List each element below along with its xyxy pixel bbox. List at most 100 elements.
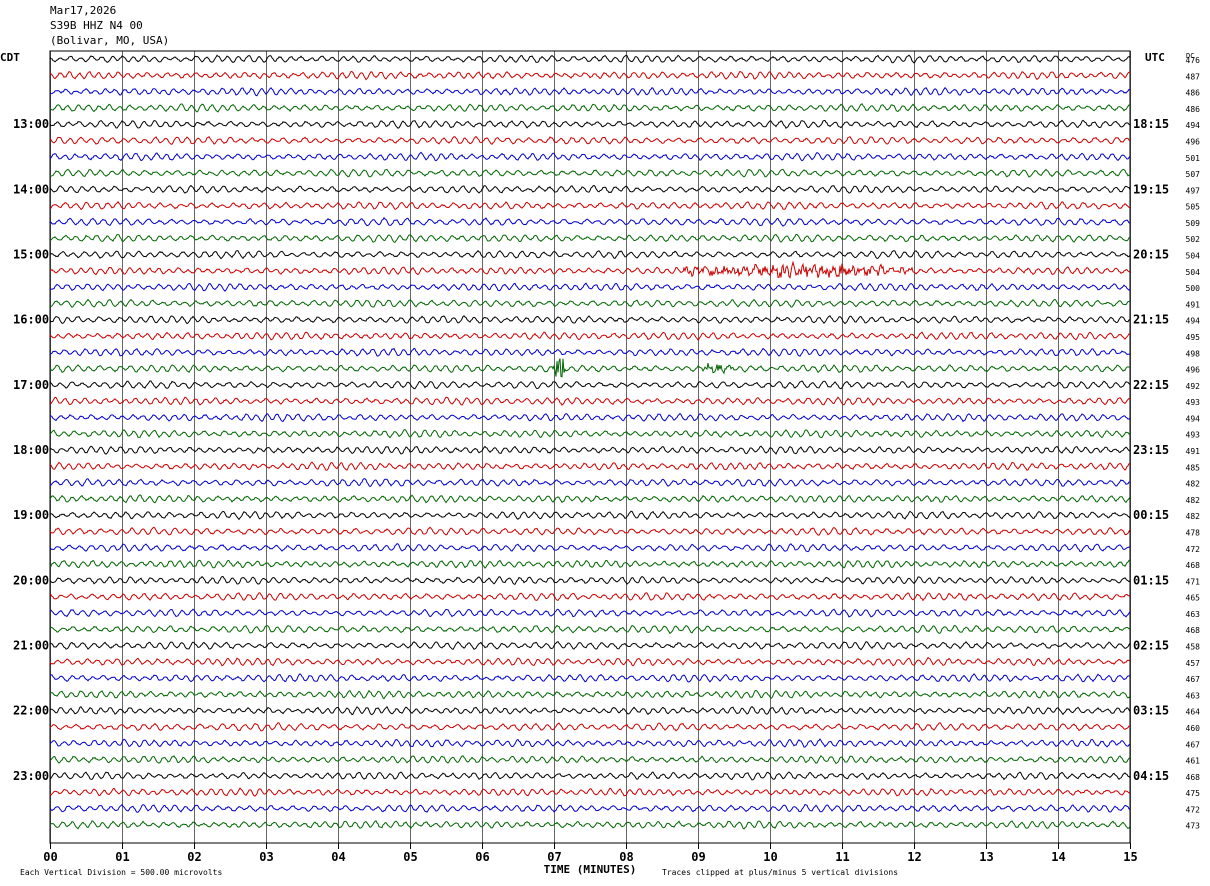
dc-value: 494	[1186, 414, 1201, 423]
trace-row-8	[49, 184, 1131, 194]
utc-label: UTC	[1145, 51, 1165, 64]
trace-row-14	[49, 282, 1131, 292]
trace-row-41	[49, 722, 1131, 732]
x-tick-label: 13	[979, 850, 993, 864]
left-hour-label: 15:00	[13, 248, 49, 262]
dc-value: 461	[1186, 757, 1201, 766]
dc-value: 485	[1186, 463, 1201, 472]
trace-row-27	[49, 494, 1131, 504]
trace-row-20	[49, 380, 1131, 390]
dc-value: 467	[1186, 675, 1201, 684]
dc-value: 493	[1186, 398, 1201, 407]
left-hour-label: 19:00	[13, 508, 49, 522]
trace-row-43	[49, 754, 1131, 765]
dc-value: 494	[1186, 317, 1201, 326]
dc-value: 504	[1186, 252, 1201, 261]
right-hour-label: 18:15	[1133, 117, 1169, 131]
dc-value: 460	[1186, 724, 1201, 733]
dc-value: 476	[1186, 56, 1201, 65]
trace-row-15	[49, 298, 1131, 308]
trace-row-21	[49, 396, 1131, 406]
dc-value: 467	[1186, 740, 1201, 749]
dc-value: 486	[1186, 105, 1201, 114]
scale-note: Each Vertical Division = 500.00 microvol…	[20, 868, 222, 877]
trace-row-47	[49, 820, 1131, 830]
trace-row-32	[49, 575, 1131, 585]
dc-value: 502	[1186, 235, 1201, 244]
plot-frame	[49, 50, 1131, 844]
right-hour-label: 04:15	[1133, 769, 1169, 783]
trace-row-24	[49, 445, 1131, 455]
left-hour-label: 16:00	[13, 313, 49, 327]
trace-row-22	[49, 412, 1131, 423]
dc-value: 495	[1186, 333, 1201, 342]
location-label: (Bolivar, MO, USA)	[50, 34, 170, 47]
trace-row-12	[49, 249, 1131, 260]
dc-value: 473	[1186, 822, 1201, 831]
trace-row-3	[49, 103, 1131, 113]
trace-row-33	[49, 592, 1131, 602]
trace-row-28	[49, 510, 1131, 521]
x-axis-label: TIME (MINUTES)	[544, 863, 637, 876]
dc-value: 475	[1186, 789, 1201, 798]
x-tick-label: 11	[835, 850, 849, 864]
dc-value: 482	[1186, 512, 1201, 521]
trace-row-46	[49, 803, 1131, 813]
left-hour-label: 20:00	[13, 573, 49, 587]
trace-row-25	[49, 461, 1131, 471]
dc-value: 471	[1186, 577, 1201, 586]
trace-row-18	[49, 347, 1131, 357]
trace-row-42	[49, 738, 1131, 748]
dc-value: 464	[1186, 708, 1201, 717]
dc-value: 458	[1186, 643, 1201, 652]
left-hour-label: 18:00	[13, 443, 49, 457]
date-label: Mar17,2026	[50, 4, 117, 17]
left-hour-label: 21:00	[13, 639, 49, 653]
dc-value: 486	[1186, 89, 1201, 98]
x-tick-label: 15	[1123, 850, 1137, 864]
dc-value: 509	[1186, 219, 1201, 228]
x-tick-label: 07	[547, 850, 561, 864]
dc-value: 496	[1186, 366, 1201, 375]
trace-row-0	[49, 54, 1131, 64]
dc-value: 500	[1186, 284, 1201, 293]
trace-row-45	[49, 787, 1131, 797]
trace-row-30	[49, 543, 1131, 553]
right-hour-label: 19:15	[1133, 182, 1169, 196]
x-tick-label: 10	[763, 850, 777, 864]
trace-row-35	[49, 624, 1131, 635]
dc-value: 482	[1186, 496, 1201, 505]
right-hour-label: 20:15	[1133, 248, 1169, 262]
trace-row-44	[49, 771, 1131, 781]
x-tick-label: 09	[691, 850, 705, 864]
x-tick-label: 02	[187, 850, 201, 864]
dc-value: 478	[1186, 528, 1201, 537]
trace-row-10	[49, 216, 1131, 227]
x-tick-label: 06	[475, 850, 489, 864]
cdt-label: CDT	[0, 51, 20, 64]
left-hour-label: 14:00	[13, 182, 49, 196]
x-tick-label: 14	[1051, 850, 1065, 864]
trace-row-26	[50, 478, 1131, 488]
trace-row-40	[49, 705, 1131, 716]
trace-row-17	[49, 331, 1131, 341]
x-tick-label: 12	[907, 850, 921, 864]
right-hour-label: 02:15	[1133, 639, 1169, 653]
trace-row-5	[49, 135, 1131, 145]
trace-row-36	[49, 640, 1131, 651]
trace-row-19	[49, 358, 1131, 378]
x-tick-label: 05	[403, 850, 417, 864]
dc-value: 505	[1186, 203, 1201, 212]
trace-row-37	[49, 656, 1131, 667]
dc-value: 507	[1186, 170, 1201, 179]
clip-note: Traces clipped at plus/minus 5 vertical …	[662, 868, 898, 877]
dc-value: 498	[1186, 349, 1201, 358]
dc-value: 493	[1186, 431, 1201, 440]
right-hour-label: 23:15	[1133, 443, 1169, 457]
dc-value: 463	[1186, 610, 1201, 619]
trace-row-13	[49, 260, 1131, 279]
dc-value: 465	[1186, 594, 1201, 603]
dc-value: 497	[1186, 186, 1201, 195]
trace-row-4	[49, 119, 1131, 129]
dc-value: 504	[1186, 268, 1201, 277]
